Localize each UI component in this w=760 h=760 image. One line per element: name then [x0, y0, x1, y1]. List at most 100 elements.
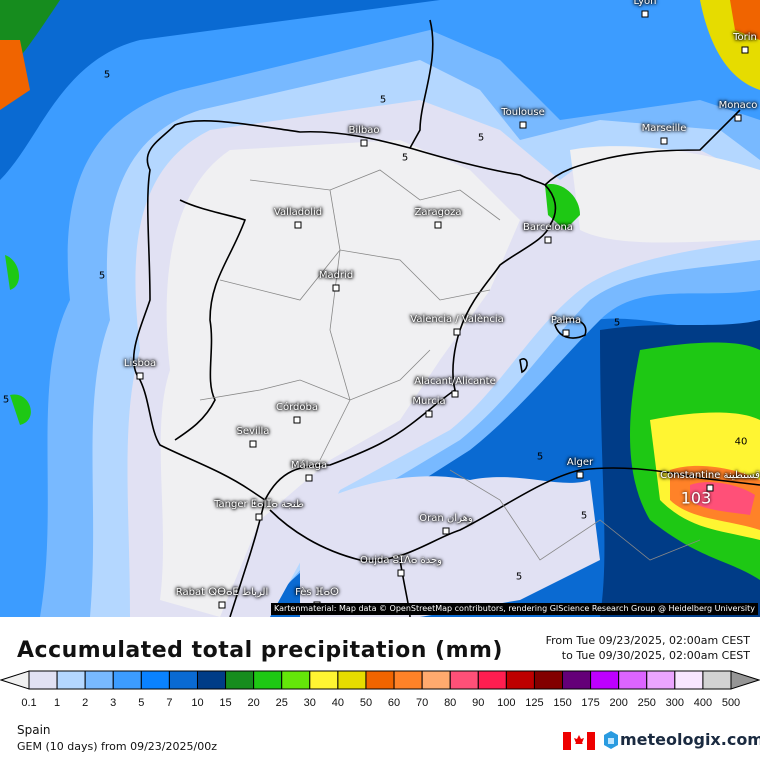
city-marker	[332, 284, 340, 292]
model-run-label: GEM (10 days) from 09/23/2025/00z	[17, 740, 217, 753]
legend-swatch	[281, 670, 311, 690]
legend-swatch	[337, 670, 367, 690]
region-borders	[199, 169, 701, 561]
precip-core-80mm	[690, 482, 755, 515]
legend-swatch	[477, 670, 507, 690]
legend-swatch	[365, 670, 395, 690]
legend-label: 40	[331, 697, 344, 709]
contour-label: 5	[98, 270, 106, 282]
contour-label: 5	[515, 571, 523, 583]
legend-label: 15	[219, 697, 232, 709]
legend-above-arrow	[730, 670, 760, 690]
meteologix-logo-icon	[604, 731, 618, 749]
city-label: Málaga	[290, 460, 328, 471]
dry-area-iberia	[160, 140, 520, 617]
legend-label: 3	[110, 697, 117, 709]
city-marker	[218, 601, 226, 609]
legend-swatch	[562, 670, 592, 690]
region-label: Spain	[17, 723, 51, 737]
city-label: Monaco	[718, 100, 758, 111]
legend-label: 60	[387, 697, 401, 709]
legend-label: 250	[637, 697, 656, 709]
canada-flag-icon	[563, 732, 595, 750]
city-label: Marseille	[641, 123, 687, 134]
legend-swatch	[421, 670, 451, 690]
precip-core-atlantic-high	[0, 40, 30, 110]
legend-swatch	[702, 670, 732, 690]
contour-label: 5	[580, 510, 588, 522]
legend-label: 0.1	[21, 697, 37, 709]
legend-swatch	[28, 670, 58, 690]
city-label: Madrid	[318, 270, 354, 281]
city-label: Toulouse	[501, 107, 545, 118]
legend-label: 175	[581, 697, 600, 709]
city-label: Zaragoza	[414, 207, 462, 218]
city-label: Constantine قسنطينة	[660, 470, 760, 481]
city-label: Murcia	[412, 396, 446, 407]
legend-label: 90	[472, 697, 485, 709]
contour-label: 5	[379, 94, 387, 106]
legend-below-arrow	[0, 670, 30, 690]
city-label: Lyon	[633, 0, 657, 7]
city-marker	[397, 569, 405, 577]
city-label: Alger	[566, 457, 594, 468]
precipitation-map[interactable]	[0, 0, 760, 617]
legend-label: 500	[721, 697, 741, 709]
legend-label: 125	[525, 697, 544, 709]
brand-name[interactable]: meteologix.com	[620, 730, 760, 749]
legend-swatch	[449, 670, 479, 690]
map-attribution: Kartenmaterial: Map data © OpenStreetMap…	[270, 603, 758, 615]
city-label: Córdoba	[276, 402, 318, 413]
legend-label: 30	[303, 697, 316, 709]
legend-label: 5	[138, 697, 145, 709]
dry-area-gulf-of-lion	[570, 146, 760, 243]
precip-core-alps-high	[730, 0, 760, 40]
contour-label: 5	[536, 451, 544, 463]
legend-label: 80	[444, 697, 457, 709]
legend-swatch	[590, 670, 620, 690]
city-marker	[544, 236, 552, 244]
legend-label: 150	[553, 697, 572, 709]
city-marker	[305, 474, 313, 482]
city-marker	[453, 328, 461, 336]
precip-core-atlantic-green	[5, 255, 31, 425]
city-label: Rabat ⵕⴱⴰⵟ الرباط	[175, 587, 269, 598]
city-marker	[442, 527, 450, 535]
contour-label: 5	[103, 69, 111, 81]
city-label: Torin	[733, 32, 757, 43]
legend-label: 70	[415, 697, 429, 709]
map-title: Accumulated total precipitation (mm)	[17, 638, 503, 663]
legend-label: 7	[166, 697, 173, 709]
legend-label: 10	[191, 697, 204, 709]
period-to: to Tue 09/30/2025, 02:00am CEST	[561, 649, 750, 662]
contour-label: 103	[680, 488, 712, 508]
city-label: Fès ⴼⴰⵙ	[295, 587, 339, 598]
legend-label: 25	[275, 697, 288, 709]
legend-swatch	[56, 670, 86, 690]
city-label: Valladolid	[273, 207, 323, 218]
city-marker	[519, 121, 527, 129]
legend-swatch	[393, 670, 423, 690]
legend-label: 20	[247, 697, 260, 709]
legend-swatch	[140, 670, 170, 690]
legend-swatch	[196, 670, 227, 690]
legend-label: 300	[665, 697, 685, 709]
legend-label: 200	[609, 697, 628, 709]
legend-label: 400	[693, 697, 713, 709]
city-label: Oran وهران	[419, 513, 473, 524]
legend-swatch	[168, 670, 198, 690]
city-label: Oujda ⵓⵊⴷⴰ وجدة	[360, 555, 442, 566]
city-marker	[360, 139, 368, 147]
period-from: From Tue 09/23/2025, 02:00am CEST	[545, 634, 750, 647]
city-marker	[249, 440, 257, 448]
city-marker	[660, 137, 668, 145]
city-marker	[255, 513, 263, 521]
legend-swatch	[84, 670, 114, 690]
legend-swatch	[646, 670, 676, 690]
city-marker	[562, 329, 570, 337]
city-label: Alacant/Alicante	[414, 376, 496, 387]
city-label: Palma	[550, 315, 582, 326]
city-marker	[576, 471, 584, 479]
city-marker	[451, 390, 459, 398]
legend-swatch	[674, 670, 704, 690]
